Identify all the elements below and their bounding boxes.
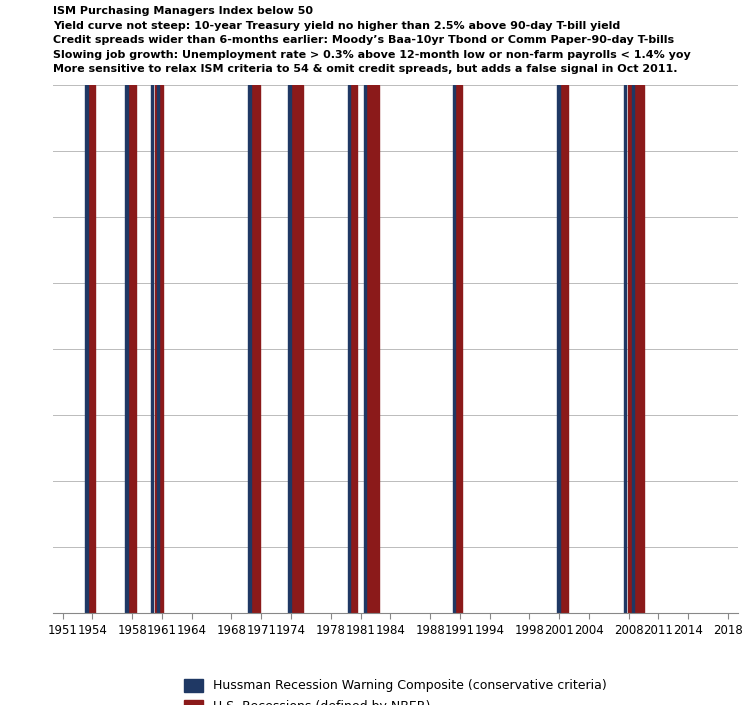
Bar xyxy=(128,85,136,613)
Text: Hussman Recession Warning Composite (conservative criteria, monthly data):
S&P 5: Hussman Recession Warning Composite (con… xyxy=(53,0,691,74)
Bar xyxy=(453,85,456,613)
Bar xyxy=(351,85,357,613)
Bar xyxy=(456,85,462,613)
Bar xyxy=(125,85,128,613)
Bar xyxy=(250,85,261,613)
Bar xyxy=(367,85,380,613)
Bar xyxy=(364,85,366,613)
Bar xyxy=(157,85,160,613)
Bar xyxy=(288,85,291,613)
Bar xyxy=(561,85,568,613)
Bar xyxy=(155,85,163,613)
Bar xyxy=(623,85,626,613)
Bar xyxy=(86,85,88,613)
Bar xyxy=(557,85,559,613)
Bar xyxy=(290,85,303,613)
Bar xyxy=(151,85,153,613)
Bar xyxy=(248,85,251,613)
Legend: Hussman Recession Warning Composite (conservative criteria), U.S. Recessions (de: Hussman Recession Warning Composite (con… xyxy=(178,673,613,705)
Bar xyxy=(88,85,96,613)
Bar xyxy=(628,85,644,613)
Bar xyxy=(632,85,634,613)
Bar xyxy=(348,85,350,613)
